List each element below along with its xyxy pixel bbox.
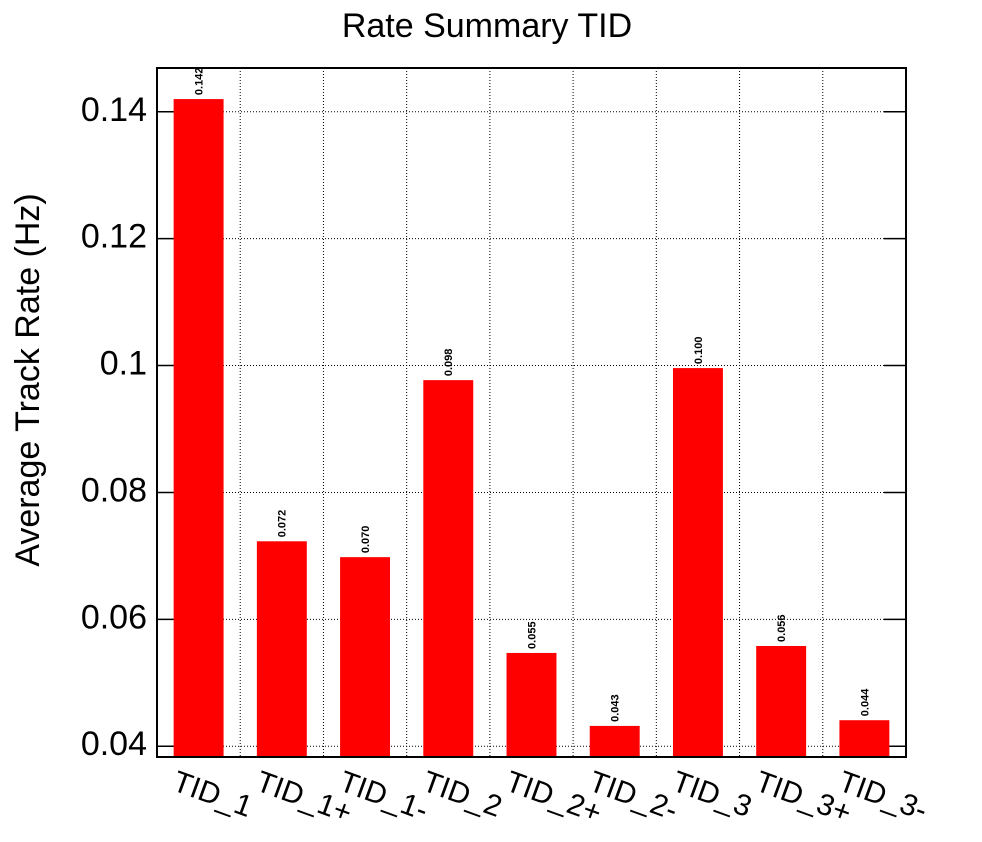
value-label: 0.100	[693, 337, 705, 365]
bar	[423, 380, 474, 757]
y-tick-label: 0.14	[81, 91, 147, 129]
bar	[173, 99, 224, 758]
y-tick-label: 0.06	[81, 598, 147, 636]
y-tick-label: 0.1	[100, 345, 147, 383]
value-label: 0.056	[776, 614, 788, 642]
y-axis-label: Average Track Rate (Hz)	[9, 193, 47, 567]
plot-frame	[156, 67, 907, 758]
value-label: 0.142	[194, 68, 206, 96]
bar	[672, 368, 723, 757]
bar	[756, 645, 807, 757]
value-label: 0.072	[277, 510, 289, 538]
y-tick-label: 0.08	[81, 471, 147, 509]
bar	[506, 652, 557, 757]
value-label: 0.043	[610, 694, 622, 722]
value-label: 0.055	[526, 621, 538, 649]
y-tick-label: 0.04	[81, 725, 147, 763]
bar	[839, 720, 890, 757]
value-label: 0.098	[443, 349, 455, 377]
value-label: 0.070	[360, 526, 372, 554]
bar	[589, 725, 640, 757]
value-label: 0.044	[859, 688, 871, 716]
bar	[256, 541, 307, 757]
y-tick-label: 0.12	[81, 218, 147, 256]
bar	[340, 557, 391, 757]
chart-title: Rate Summary TID	[342, 7, 632, 45]
